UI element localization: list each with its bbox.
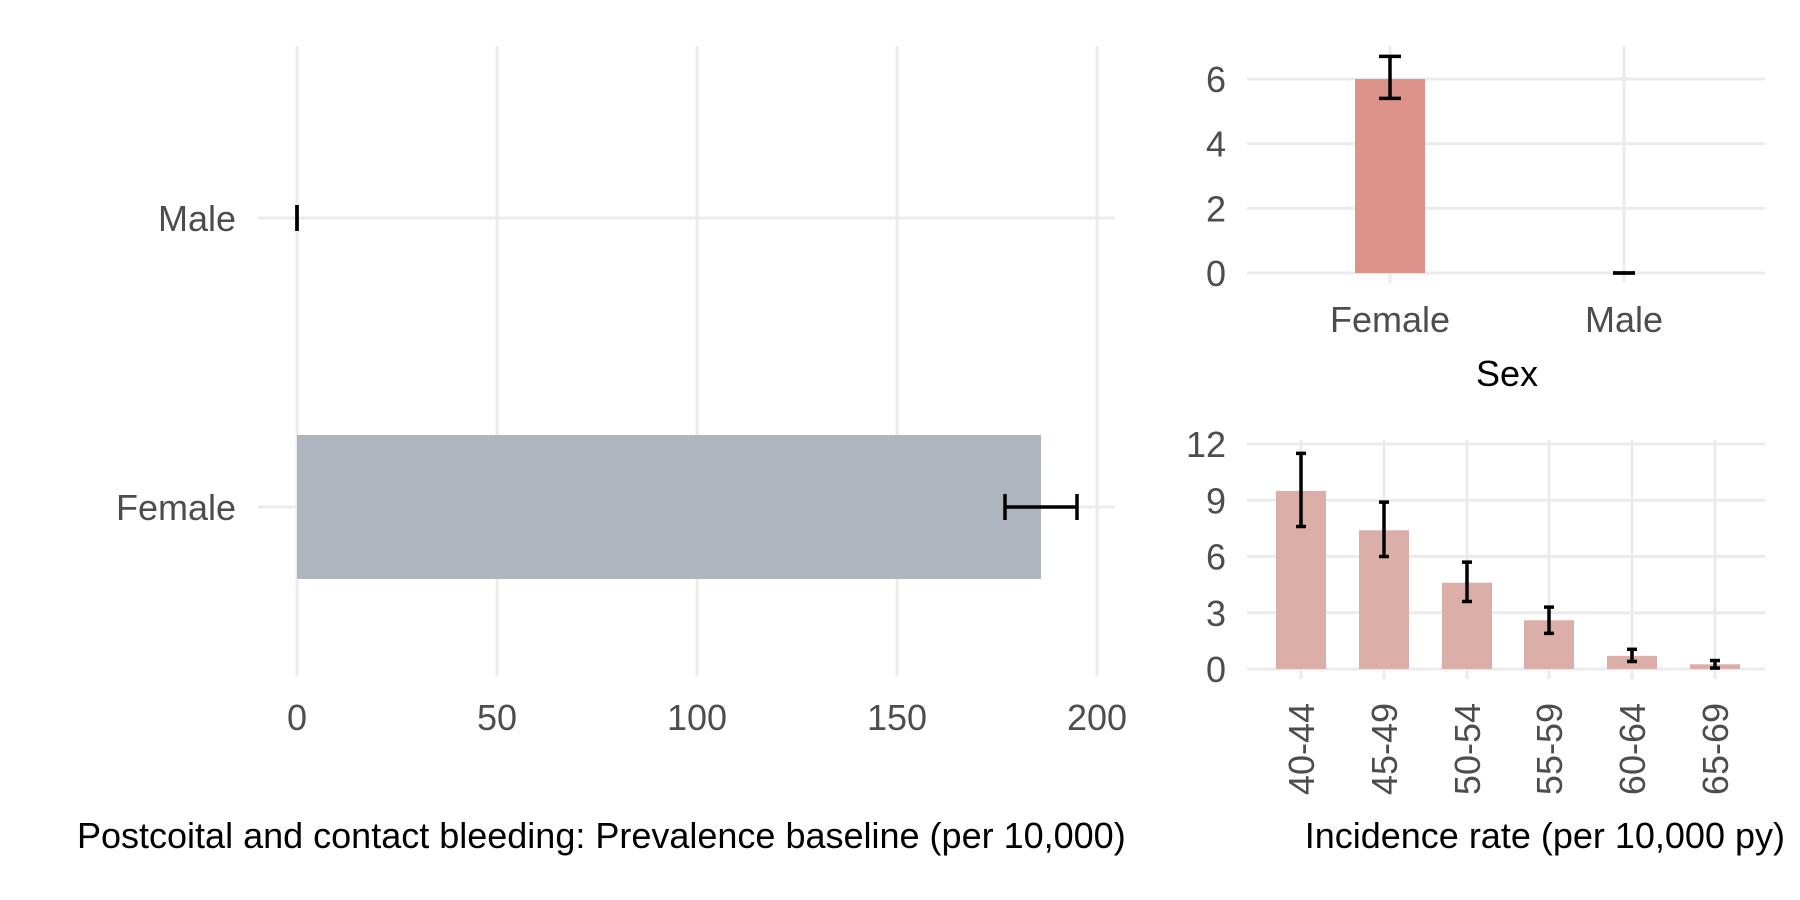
age-xtick-label: 60-64 bbox=[1612, 703, 1653, 795]
incidence-sex-chart: Female Male 0 2 4 6 Sex bbox=[1206, 46, 1765, 394]
sex-xlabel: Sex bbox=[1476, 353, 1538, 394]
prevalence-xtick-label: 50 bbox=[477, 697, 517, 738]
age-xtick-label: 40-44 bbox=[1281, 703, 1322, 795]
age-errorbar-50-54 bbox=[1462, 560, 1472, 604]
age-ytick-label: 3 bbox=[1206, 593, 1226, 634]
age-ytick-label: 6 bbox=[1206, 537, 1226, 578]
prevalence-xtick-label: 150 bbox=[867, 697, 927, 738]
age-ytick-label: 0 bbox=[1206, 649, 1226, 690]
sex-bar-female bbox=[1355, 79, 1425, 274]
age-errorbar-60-64 bbox=[1627, 647, 1637, 664]
sex-ytick-label: 4 bbox=[1206, 124, 1226, 165]
age-xtick-label: 50-54 bbox=[1447, 703, 1488, 795]
age-errorbar-40-44 bbox=[1296, 451, 1306, 529]
prevalence-xlabel: Postcoital and contact bleeding: Prevale… bbox=[77, 815, 1126, 856]
prevalence-errorbar-female bbox=[1003, 494, 1079, 520]
prevalence-ytick-label: Female bbox=[116, 487, 236, 528]
age-errorbar-65-69 bbox=[1710, 658, 1720, 670]
age-ytick-label: 9 bbox=[1206, 480, 1226, 521]
incidence-age-chart: 40-44 45-49 50-54 55-59 60-64 65-69 0 3 6 9 12 Inci… bbox=[1186, 424, 1785, 856]
prevalence-xtick-label: 200 bbox=[1067, 697, 1127, 738]
age-errorbar-55-59 bbox=[1544, 605, 1554, 636]
age-xtick-label: 45-49 bbox=[1364, 703, 1405, 795]
sex-xtick-label: Male bbox=[1585, 299, 1663, 340]
age-errorbar-45-49 bbox=[1379, 500, 1389, 559]
sex-xtick-label: Female bbox=[1330, 299, 1450, 340]
prevalence-bar-female bbox=[297, 435, 1041, 579]
age-ytick-label: 12 bbox=[1186, 424, 1226, 465]
sex-errorbar-female bbox=[1379, 54, 1401, 101]
prevalence-ytick-label: Male bbox=[158, 198, 236, 239]
age-xtick-label: 65-69 bbox=[1695, 703, 1736, 795]
prevalence-chart: Male Female 0 50 100 150 200 Postcoital and con… bbox=[77, 46, 1127, 856]
prevalence-xtick-label: 0 bbox=[287, 697, 307, 738]
sex-ytick-label: 0 bbox=[1206, 253, 1226, 294]
age-xlabel: Incidence rate (per 10,000 py) bbox=[1305, 815, 1785, 856]
sex-ytick-label: 2 bbox=[1206, 188, 1226, 229]
prevalence-xtick-label: 100 bbox=[667, 697, 727, 738]
sex-ytick-label: 6 bbox=[1206, 59, 1226, 100]
age-xtick-label: 55-59 bbox=[1529, 703, 1570, 795]
